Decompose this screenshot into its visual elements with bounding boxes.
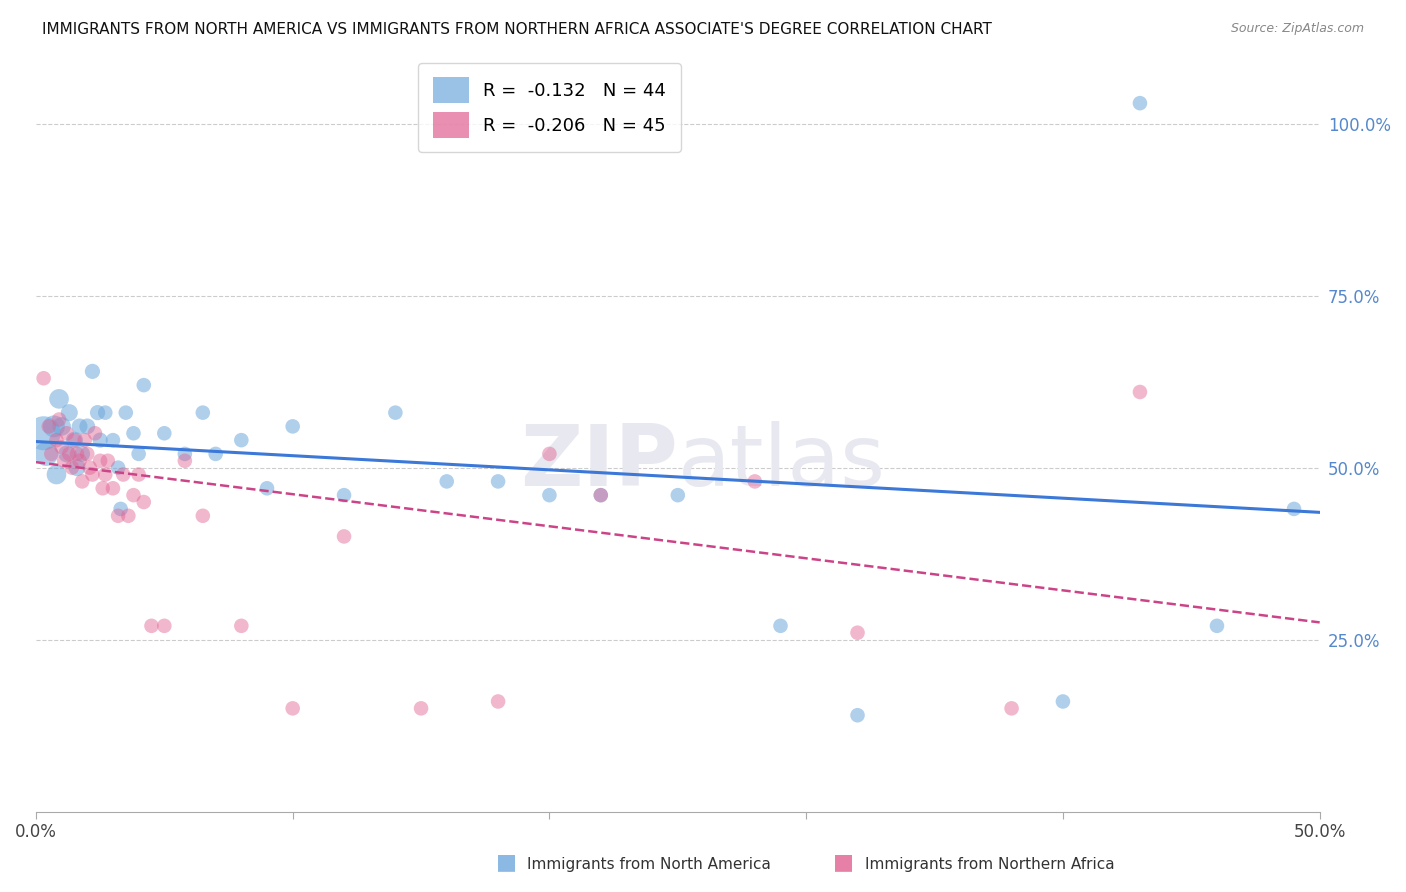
Point	[384, 406, 406, 420]
Point	[1129, 96, 1152, 111]
Point	[76, 447, 98, 461]
Point	[89, 454, 111, 468]
Point	[128, 447, 150, 461]
Point	[48, 392, 70, 406]
Point	[66, 447, 89, 461]
Point	[281, 701, 304, 715]
Point	[76, 419, 98, 434]
Point	[38, 419, 60, 434]
Point	[63, 433, 86, 447]
Point	[173, 447, 195, 461]
Text: atlas: atlas	[678, 421, 886, 504]
Text: ■: ■	[834, 853, 853, 872]
Text: IMMIGRANTS FROM NORTH AMERICA VS IMMIGRANTS FROM NORTHERN AFRICA ASSOCIATE'S DEG: IMMIGRANTS FROM NORTH AMERICA VS IMMIGRA…	[42, 22, 993, 37]
Point	[117, 508, 139, 523]
Point	[107, 460, 129, 475]
Point	[42, 419, 65, 434]
Point	[204, 447, 226, 461]
Point	[141, 619, 163, 633]
Point	[69, 454, 91, 468]
Point	[114, 406, 136, 420]
Point	[101, 433, 124, 447]
Point	[1000, 701, 1022, 715]
Point	[281, 419, 304, 434]
Point	[48, 412, 70, 426]
Text: Immigrants from Northern Africa: Immigrants from Northern Africa	[865, 857, 1115, 872]
Point	[86, 406, 108, 420]
Point	[53, 454, 76, 468]
Point	[191, 406, 214, 420]
Point	[122, 488, 145, 502]
Point	[51, 419, 73, 434]
Point	[45, 433, 67, 447]
Point	[486, 694, 509, 708]
Point	[73, 433, 96, 447]
Point	[35, 447, 58, 461]
Point	[32, 426, 55, 441]
Point	[769, 619, 792, 633]
Point	[256, 481, 278, 495]
Point	[58, 406, 80, 420]
Text: Source: ZipAtlas.com: Source: ZipAtlas.com	[1230, 22, 1364, 36]
Point	[45, 467, 67, 482]
Point	[589, 488, 612, 502]
Point	[436, 475, 458, 489]
Point	[173, 454, 195, 468]
Point	[63, 433, 86, 447]
Point	[538, 447, 561, 461]
Point	[1129, 384, 1152, 399]
Point	[70, 475, 93, 489]
Point	[41, 447, 63, 461]
Point	[333, 488, 356, 502]
Point	[110, 502, 132, 516]
Point	[409, 701, 432, 715]
Point	[55, 447, 77, 461]
Point	[128, 467, 150, 482]
Point	[1282, 502, 1305, 516]
Point	[91, 481, 114, 495]
Point	[153, 619, 176, 633]
Legend: R =  -0.132   N = 44, R =  -0.206   N = 45: R = -0.132 N = 44, R = -0.206 N = 45	[418, 63, 681, 152]
Point	[132, 378, 155, 392]
Point	[66, 460, 89, 475]
Point	[55, 426, 77, 441]
Point	[744, 475, 766, 489]
Point	[538, 488, 561, 502]
Point	[101, 481, 124, 495]
Point	[122, 426, 145, 441]
Text: Immigrants from North America: Immigrants from North America	[527, 857, 770, 872]
Point	[94, 406, 117, 420]
Point	[486, 475, 509, 489]
Point	[82, 364, 104, 378]
Point	[846, 708, 869, 723]
Point	[60, 460, 83, 475]
Point	[191, 508, 214, 523]
Point	[589, 488, 612, 502]
Point	[153, 426, 176, 441]
Point	[82, 467, 104, 482]
Point	[32, 371, 55, 385]
Point	[112, 467, 135, 482]
Point	[846, 625, 869, 640]
Point	[89, 433, 111, 447]
Point	[58, 447, 80, 461]
Point	[97, 454, 120, 468]
Point	[333, 529, 356, 543]
Text: ZIP: ZIP	[520, 421, 678, 504]
Point	[51, 440, 73, 454]
Point	[132, 495, 155, 509]
Point	[231, 619, 253, 633]
Point	[231, 433, 253, 447]
Point	[69, 419, 91, 434]
Point	[84, 426, 107, 441]
Point	[94, 467, 117, 482]
Point	[70, 447, 93, 461]
Point	[1052, 694, 1074, 708]
Point	[666, 488, 689, 502]
Point	[79, 460, 101, 475]
Point	[107, 508, 129, 523]
Point	[1206, 619, 1229, 633]
Text: ■: ■	[496, 853, 516, 872]
